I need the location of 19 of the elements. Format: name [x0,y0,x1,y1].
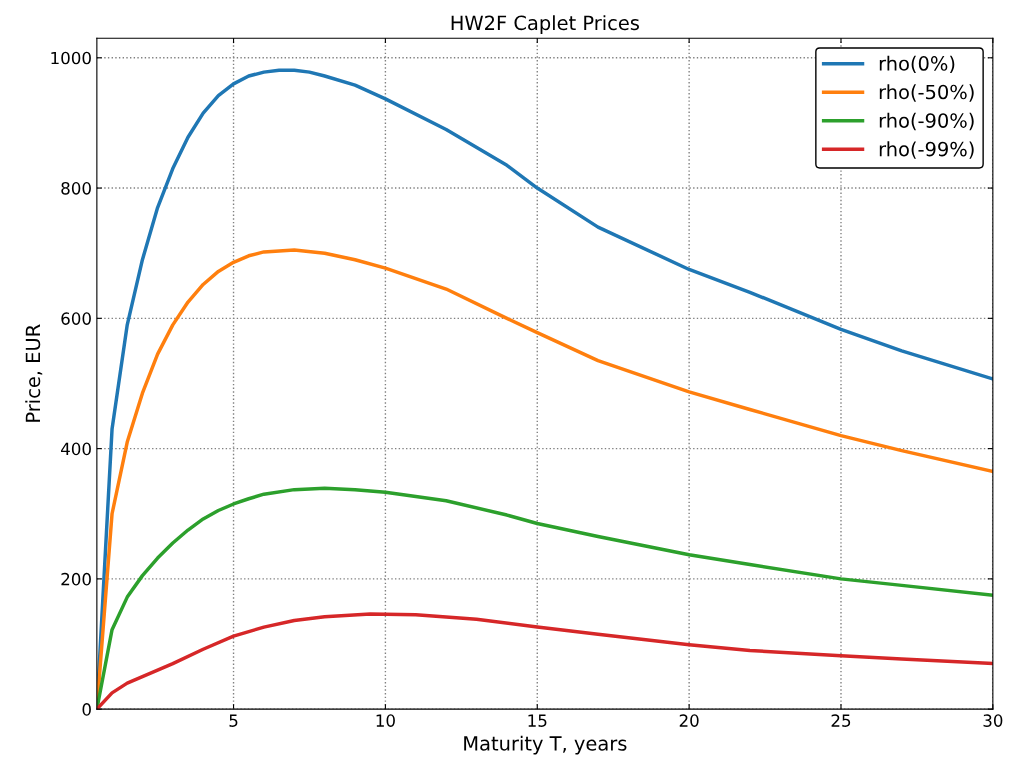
x-tick-label: 5 [229,714,238,727]
legend-label: rho(-99%) [879,141,974,159]
chart-title: HW2F Caplet Prices [451,15,639,34]
legend-label: rho(-50%) [879,84,974,102]
legend-label: rho(-90%) [879,112,974,131]
y-tick-label: 600 [61,312,91,325]
y-axis-title: Price, EUR [25,324,43,422]
x-tick-label: 10 [376,714,395,727]
x-tick-label: 20 [679,714,699,727]
x-tick-label: 15 [528,714,547,727]
y-tick-label: 200 [61,572,91,586]
x-tick-label: 25 [831,714,851,727]
y-tick-label: 1000 [51,51,91,65]
y-tick-label: 800 [61,182,91,195]
y-tick-label: 0 [82,703,91,716]
x-tick-label: 30 [983,714,1003,727]
y-tick-label: 400 [61,442,91,456]
x-axis-title: Maturity T, years [464,735,627,755]
legend-label: rho(0%) [879,55,955,74]
